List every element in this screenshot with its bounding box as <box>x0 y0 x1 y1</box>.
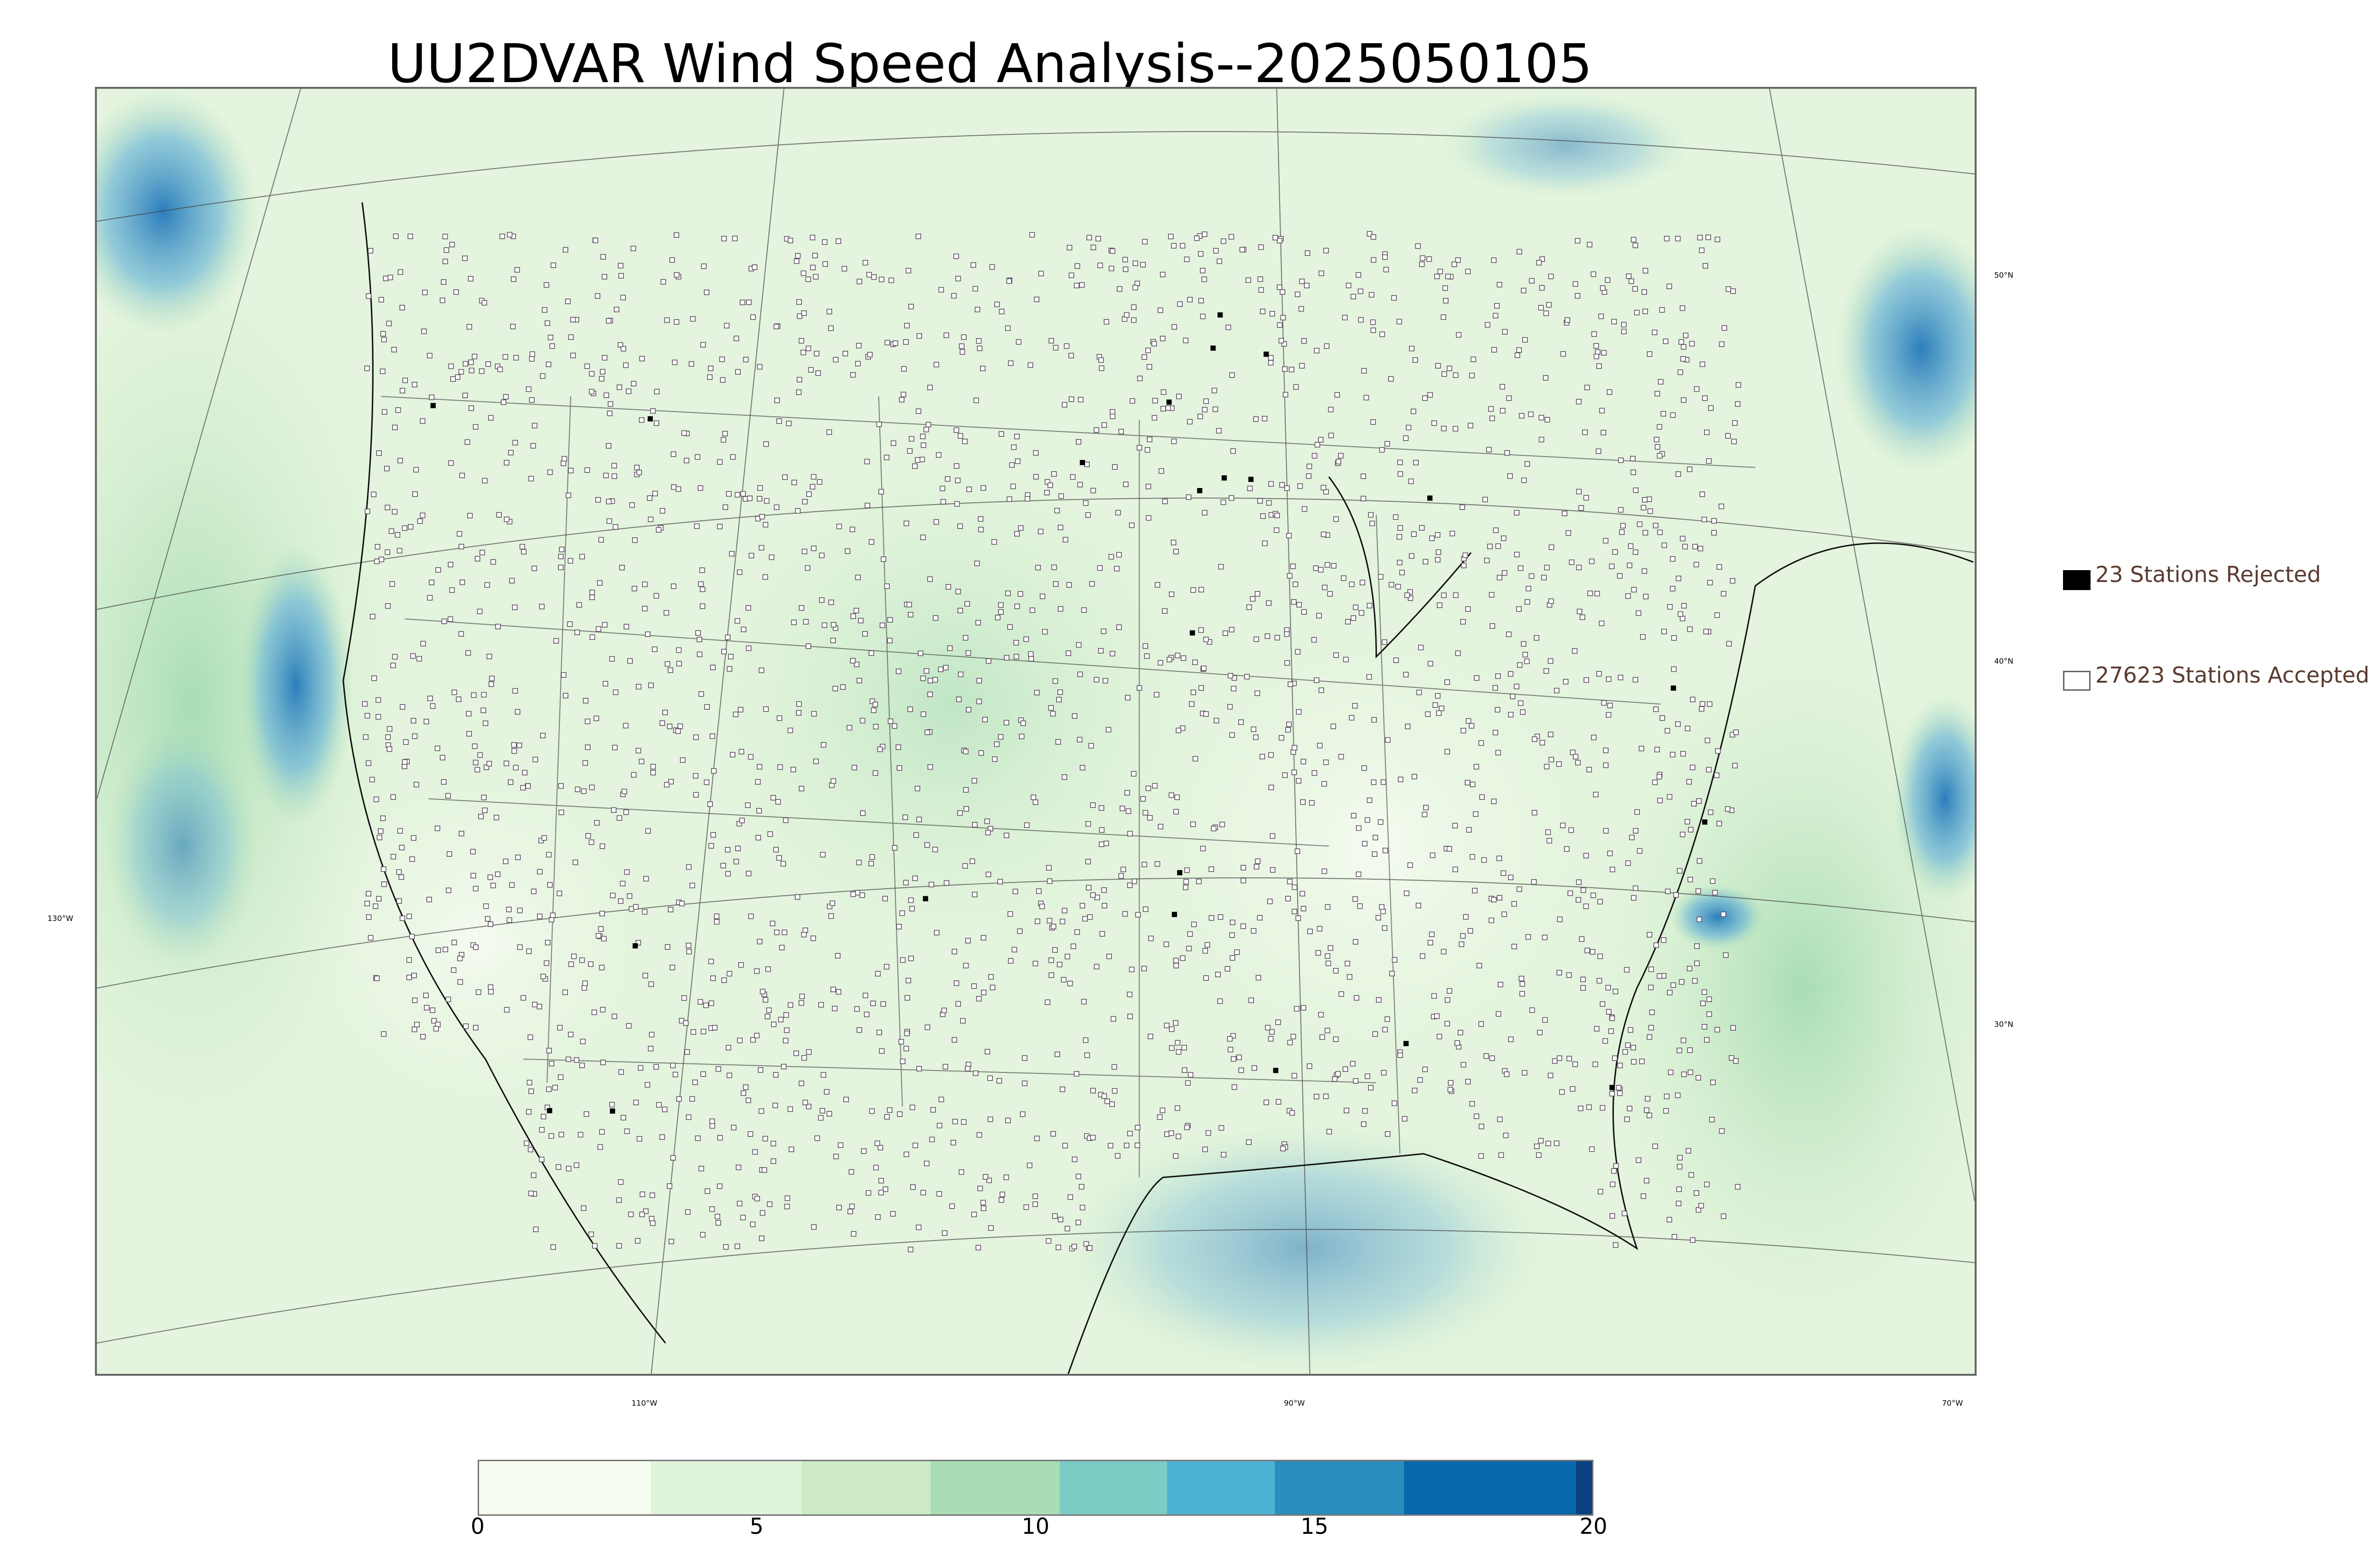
lat-label-50n: 50°N <box>1994 271 2014 280</box>
atlantic-field <box>1603 657 1975 1320</box>
rejected-label: 23 Stations Rejected <box>2095 562 2321 587</box>
colorbar-tick-label: 10 <box>1021 1513 1050 1539</box>
lat-label-40n: 40°N <box>1994 657 2014 666</box>
colorbar-segment <box>651 1461 802 1514</box>
lon-label-130w: 130°W <box>47 914 74 923</box>
wind-speed-map[interactable] <box>95 87 1977 1376</box>
canada-east-max <box>1836 226 1975 472</box>
atlantic-east <box>1893 695 1975 903</box>
colorbar-tick-label: 0 <box>471 1513 485 1539</box>
colorbar-segment <box>931 1461 1060 1514</box>
colorbar-segment <box>479 1461 651 1514</box>
lon-label-110w: 110°W <box>631 1399 658 1408</box>
colorbar-tick-label: 20 <box>1579 1513 1608 1539</box>
lat-label-30n: 30°N <box>1994 1020 2014 1029</box>
wind-speed-colorbar <box>478 1460 1593 1516</box>
lon-label-90w: 90°W <box>1284 1399 1305 1408</box>
colorbar-segment <box>1575 1461 1592 1514</box>
colorbar-segment <box>801 1461 931 1514</box>
pacific-jet <box>97 89 258 335</box>
station-markers <box>362 231 1742 1252</box>
pacific-coastal-max <box>239 543 353 827</box>
rejected-swatch <box>2063 570 2091 590</box>
colorbar-tick-label: 5 <box>749 1513 764 1539</box>
colorbar-segment <box>1404 1461 1576 1514</box>
accepted-label: 27623 Stations Accepted <box>2095 662 2370 688</box>
colorbar-segment <box>1059 1461 1168 1514</box>
map-canvas <box>97 89 1975 1374</box>
hudson-max <box>1442 93 1689 198</box>
pacific-south <box>106 723 258 969</box>
atlantic-max <box>1670 884 1765 950</box>
plains-green <box>713 467 1187 941</box>
map-title: UU2DVAR Wind Speed Analysis--2025050105 <box>387 33 1592 95</box>
colorbar-segment <box>1274 1461 1404 1514</box>
lon-label-70w: 70°W <box>1942 1399 1963 1408</box>
accepted-swatch <box>2063 671 2091 691</box>
colorbar-segment <box>1167 1461 1275 1514</box>
land-pale-east <box>1139 609 1613 1083</box>
graticule <box>97 89 1975 1374</box>
gulf-field <box>1068 1125 1542 1372</box>
colorbar-tick-label: 15 <box>1300 1513 1328 1539</box>
